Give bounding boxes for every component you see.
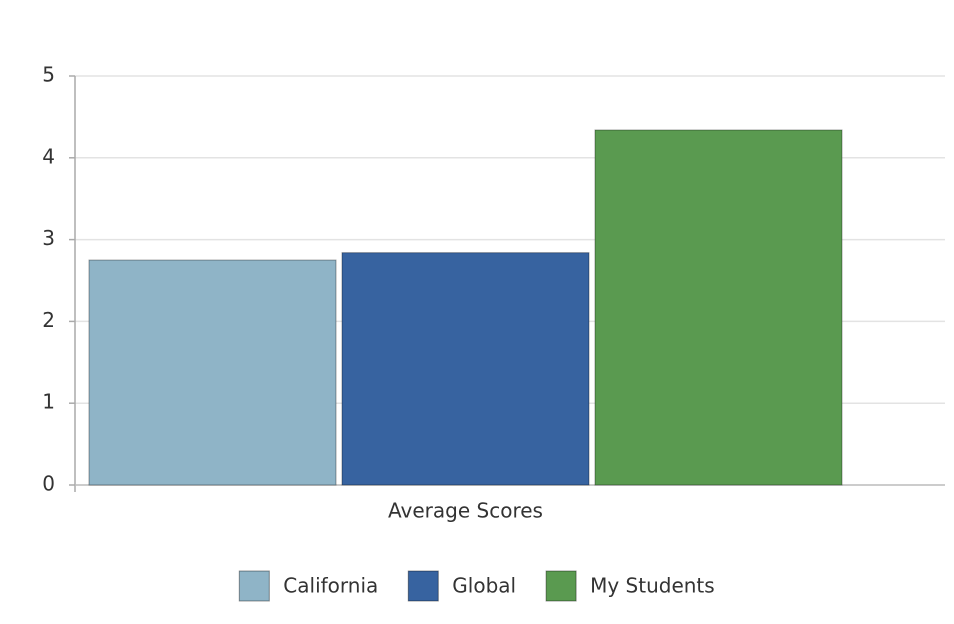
bar [594,129,843,486]
legend-label: Global [452,574,516,598]
legend-label: My Students [590,574,715,598]
legend-label: California [283,574,378,598]
x-tick-label: Average Scores [388,499,543,523]
y-tick-label: 1 [42,390,55,414]
y-tick-label: 2 [42,308,55,332]
y-tick-label: 4 [42,144,55,168]
bar [88,259,337,486]
y-tick-label: 5 [42,63,55,87]
legend-swatch [407,570,439,602]
y-tick-label: 3 [42,226,55,250]
legend-swatch [545,570,577,602]
legend-swatch [238,570,270,602]
bar [341,252,590,486]
y-tick-label: 0 [42,472,55,496]
